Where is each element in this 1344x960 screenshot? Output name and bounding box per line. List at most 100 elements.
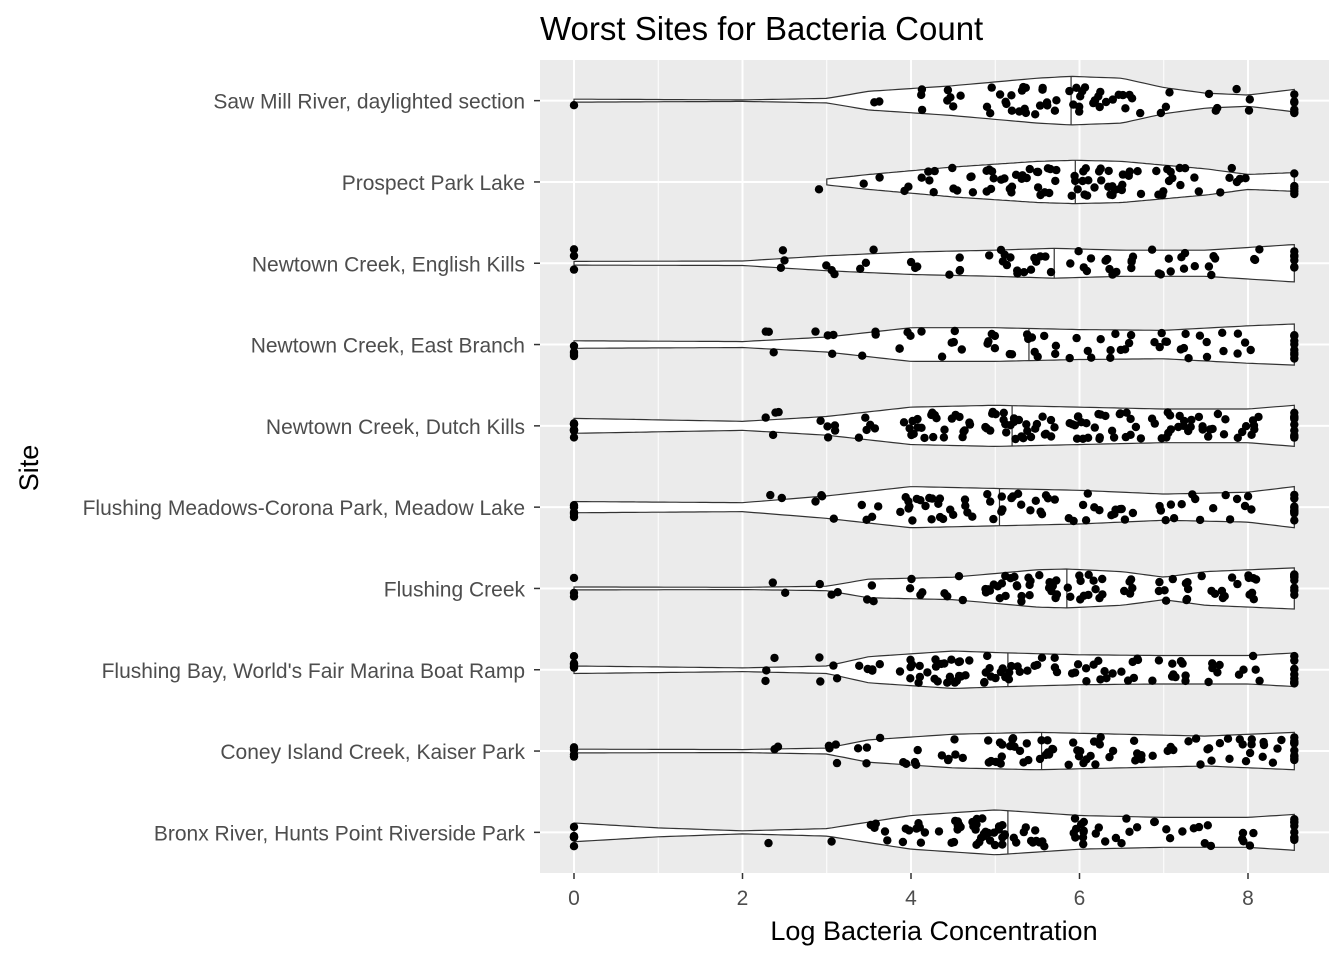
data-point <box>1290 181 1299 191</box>
data-point <box>1241 757 1251 766</box>
data-point <box>1162 825 1171 834</box>
data-point <box>862 743 872 752</box>
data-point <box>862 759 871 768</box>
data-point <box>1247 735 1257 744</box>
data-point <box>1105 752 1114 762</box>
data-point <box>1161 102 1171 112</box>
data-point <box>1215 739 1225 748</box>
data-point <box>1203 821 1213 830</box>
data-point <box>997 492 1006 501</box>
data-point <box>1221 490 1230 500</box>
data-point <box>989 174 998 183</box>
data-point <box>1037 653 1047 662</box>
data-point <box>1025 591 1034 600</box>
data-point <box>1181 671 1190 680</box>
chart-title: Worst Sites for Bacteria Count <box>540 10 983 47</box>
data-point <box>1071 176 1080 186</box>
data-point <box>569 101 579 110</box>
data-point <box>1073 185 1082 194</box>
data-point <box>1127 256 1136 265</box>
data-point <box>918 588 927 597</box>
data-point <box>1126 575 1136 584</box>
data-point <box>999 408 1008 417</box>
data-point <box>905 584 915 593</box>
data-point <box>996 245 1006 255</box>
data-point <box>1090 183 1099 192</box>
data-point <box>1211 106 1221 115</box>
data-point <box>1000 830 1009 839</box>
data-point <box>1245 95 1255 104</box>
data-point <box>1006 742 1015 751</box>
data-point <box>1111 329 1120 339</box>
data-point <box>770 653 779 663</box>
data-point <box>955 265 965 275</box>
data-point <box>1148 751 1157 760</box>
data-point <box>1290 251 1299 260</box>
data-point <box>1032 167 1042 177</box>
data-point <box>1129 736 1139 745</box>
data-point <box>1290 746 1299 755</box>
data-point <box>1290 828 1299 837</box>
data-point <box>1209 504 1218 513</box>
data-point <box>862 515 871 524</box>
y-tick-label: Newtown Creek, English Kills <box>252 253 525 276</box>
violin-shape <box>573 731 1295 771</box>
data-point <box>1007 91 1016 100</box>
data-point <box>990 344 1000 353</box>
data-point <box>880 827 890 836</box>
data-point <box>830 426 840 435</box>
data-point <box>1031 496 1041 505</box>
data-point <box>1074 247 1083 256</box>
data-point <box>1255 676 1264 685</box>
data-point <box>1051 341 1061 350</box>
data-point <box>1067 669 1077 678</box>
data-point <box>1090 423 1100 432</box>
data-point <box>1204 89 1214 99</box>
data-point <box>950 735 959 744</box>
data-point <box>1233 329 1243 338</box>
data-point <box>1065 86 1074 96</box>
data-point <box>1233 349 1242 358</box>
data-point <box>1036 252 1045 261</box>
data-point <box>1102 674 1111 683</box>
data-point <box>1001 591 1010 601</box>
data-point <box>925 176 934 185</box>
data-point <box>1096 164 1105 173</box>
data-point <box>1038 85 1047 94</box>
data-point <box>1246 345 1255 355</box>
data-point <box>1147 245 1157 254</box>
data-point <box>1258 752 1267 761</box>
data-point <box>979 832 988 841</box>
data-point <box>1133 167 1142 176</box>
data-point <box>943 755 953 765</box>
data-point <box>1208 424 1217 434</box>
data-point <box>1227 163 1237 173</box>
data-point <box>1037 736 1046 745</box>
data-point <box>828 349 837 358</box>
x-tick-label: 8 <box>1242 887 1254 910</box>
data-point <box>1164 176 1174 186</box>
data-point <box>1117 839 1126 848</box>
data-point <box>1086 751 1095 761</box>
data-point <box>1015 667 1024 676</box>
data-point <box>1002 260 1012 270</box>
data-point <box>1131 756 1140 765</box>
data-point <box>1050 663 1060 672</box>
data-point <box>823 331 832 340</box>
data-point <box>958 595 967 605</box>
data-point <box>1181 579 1191 588</box>
data-point <box>1195 331 1205 340</box>
data-point <box>1042 98 1052 107</box>
data-point <box>1168 574 1178 584</box>
data-point <box>960 426 969 435</box>
data-point <box>1051 349 1060 359</box>
data-point <box>940 659 949 668</box>
data-point <box>1082 419 1091 428</box>
data-point <box>984 337 993 346</box>
data-point <box>950 678 959 687</box>
data-point <box>929 188 938 197</box>
data-point <box>1079 263 1089 272</box>
data-point <box>1191 734 1201 743</box>
data-point <box>857 500 866 510</box>
